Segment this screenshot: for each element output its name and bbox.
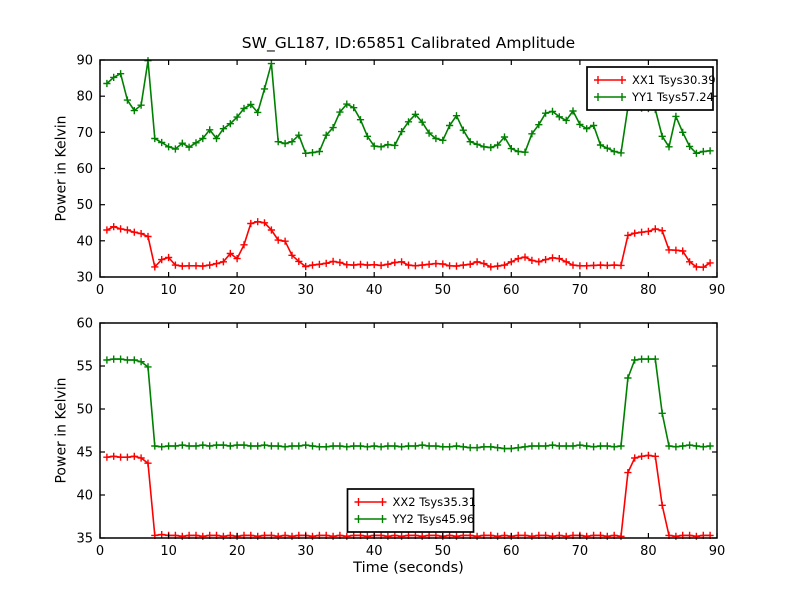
x-tick-label: 90 [709,283,726,298]
legend-box [346,488,475,533]
x-tick-label: 80 [640,283,657,298]
y-tick-label: 50 [76,198,93,213]
x-tick-label: 10 [160,544,177,559]
x-tick-label: 60 [503,544,520,559]
y-tick-label: 70 [76,126,93,141]
x-tick-label: 40 [366,544,383,559]
x-tick-label: 60 [503,283,520,298]
x-tick-label: 0 [96,283,104,298]
y-tick-label: 55 [76,360,93,375]
x-tick-label: 70 [572,544,589,559]
x-tick-label: 30 [297,544,314,559]
panel-0: 0 10 20 30 40 50 60 70 80 90 30 40 50 60 70 80 90 XX1 Tsy… [76,54,725,299]
legend-label-XX1: XX1 Tsys30.39 [632,73,716,87]
legend-marker-XX1 [594,76,626,84]
y-tick-label: 80 [76,90,93,105]
x-tick-label: 20 [229,544,246,559]
ticks [99,322,718,539]
legend-label-YY1: YY1 Tsys57.24 [631,90,714,104]
y-tick-label: 90 [76,54,93,69]
tick-labels: 0 10 20 30 40 50 60 70 80 90 35 40 45 50 55 60 [76,317,725,560]
y-tick-label: 50 [76,403,93,418]
legend-marker-YY1 [594,93,626,101]
y-tick-label: 35 [76,532,93,547]
series-markers-YY2 [103,355,714,453]
legend-label-XX2: XX2 Tsys35.31 [393,495,477,509]
panel-1: 0 10 20 30 40 50 60 70 80 90 35 40 45 50 55 60 XX2 Tsys3… [76,317,725,560]
y-tick-label: 60 [76,317,93,332]
x-tick-label: 10 [160,283,177,298]
legend-marker-XX2 [354,498,387,506]
legend-label-YY2: YY2 Tsys45.96 [392,512,475,526]
x-tick-label: 50 [435,544,452,559]
legend: XX1 Tsys30.39 YY1 Tsys57.24 [586,66,716,111]
series-line-XX1 [106,220,711,269]
y-tick-label: 30 [76,271,93,286]
axes-frame [99,322,718,539]
y-tick-label: 40 [76,489,93,504]
tick-labels: 0 10 20 30 40 50 60 70 80 90 30 40 50 60 70 80 90 [76,54,725,299]
legend: XX2 Tsys35.31 YY2 Tsys45.96 [346,488,477,533]
y-tick-label: 60 [76,162,93,177]
chart-title: SW_GL187, ID:65851 Calibrated Amplitude [241,34,576,52]
x-tick-label: 30 [297,283,314,298]
series-markers-XX1 [103,218,714,271]
x-axis-label: Time (seconds) [353,560,464,576]
x-tick-label: 80 [640,544,657,559]
x-tick-label: 70 [572,283,589,298]
x-tick-label: 90 [709,544,726,559]
x-tick-label: 20 [229,283,246,298]
series-line-YY2 [106,358,711,450]
legend-box [586,66,714,111]
x-tick-label: 40 [366,283,383,298]
x-tick-label: 50 [435,283,452,298]
ticks [99,59,718,278]
legend-marker-YY2 [354,515,387,523]
y-tick-label: 40 [76,234,93,249]
x-tick-label: 0 [96,544,104,559]
y-tick-label: 45 [76,446,93,461]
